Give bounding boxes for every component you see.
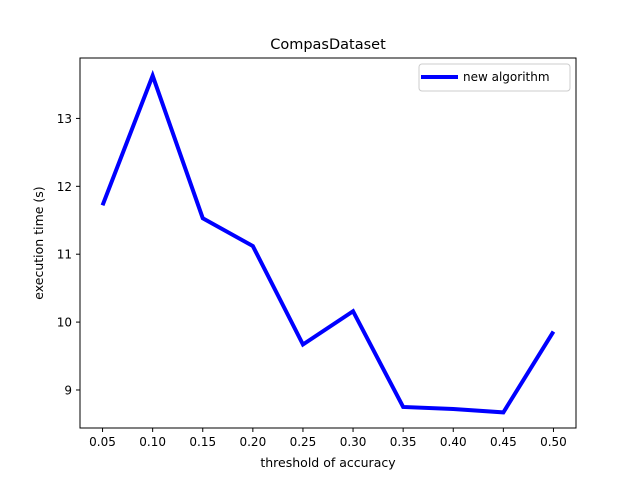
x-tick-label: 0.20 — [239, 435, 266, 449]
chart-title: CompasDataset — [270, 37, 386, 53]
x-tick-label: 0.35 — [390, 435, 417, 449]
x-tick-label: 0.50 — [540, 435, 567, 449]
y-tick-label: 13 — [57, 112, 72, 126]
y-axis-label: execution time (s) — [31, 186, 46, 299]
y-tick-label: 9 — [64, 383, 72, 397]
x-tick-label: 0.45 — [490, 435, 517, 449]
x-axis-label: threshold of accuracy — [260, 455, 396, 470]
x-tick-label: 0.10 — [139, 435, 166, 449]
x-tick-label: 0.40 — [440, 435, 467, 449]
x-tick-label: 0.30 — [340, 435, 367, 449]
y-tick-label: 10 — [57, 316, 72, 330]
legend-label-new-algorithm: new algorithm — [463, 70, 550, 84]
y-tick-label: 12 — [57, 180, 72, 194]
x-tick-label: 0.15 — [189, 435, 216, 449]
legend: new algorithm — [419, 64, 570, 91]
x-tick-label: 0.25 — [290, 435, 317, 449]
x-tick-label: 0.05 — [89, 435, 116, 449]
y-tick-label: 11 — [57, 248, 72, 262]
